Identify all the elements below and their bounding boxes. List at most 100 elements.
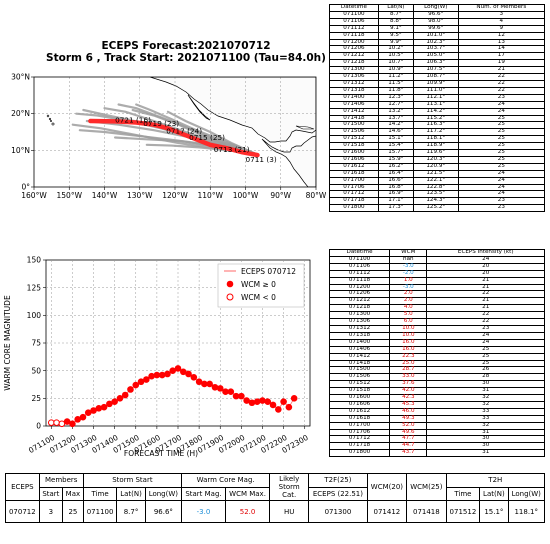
track-cell: 17.3° — [377, 204, 414, 213]
v-wcm20: 071412 — [366, 500, 408, 523]
wcm-positive-point — [179, 368, 187, 376]
track-cell: 12 — [457, 31, 546, 40]
wcm-positive-point — [63, 418, 71, 425]
member-track — [117, 103, 258, 156]
lat-tick-label: 10°N — [11, 146, 30, 155]
wcm-positive-point — [106, 400, 113, 408]
wcm-cell: 43.7 — [389, 449, 428, 458]
track-time-label: 0715 (25) — [189, 133, 225, 142]
wcm-positive-point — [195, 378, 203, 386]
track-time-label: 0717 (24) — [166, 126, 202, 135]
track-cell: 13.2° — [377, 107, 414, 116]
wcm-positive-point — [116, 395, 124, 402]
wcm-cell: 071118 — [328, 276, 391, 285]
wcm-negative-point — [47, 419, 55, 426]
member-track — [135, 103, 258, 156]
y-ticks: 0 25 50 75 100 125 150 — [27, 256, 46, 431]
track-row: 071712 16.9° 123.5° 24 — [329, 190, 546, 199]
wcm-positive-point — [100, 403, 108, 411]
wcm-positive-point — [143, 376, 150, 383]
legend-label-wcm-neg: WCM < 0 — [241, 293, 276, 302]
track-time-label: 0713 (21) — [214, 145, 250, 154]
wcm-cell: 21 — [426, 276, 545, 285]
track-cell: 071118 — [329, 31, 379, 40]
wcm-positive-point — [201, 380, 208, 388]
wcm-positive-point — [190, 374, 198, 381]
map-axis-ticks: 160°W 150°W 140°W 130°W 120°W 110°W 100°W 90°W 8… — [11, 73, 327, 201]
lon-tick-label: 110°W — [198, 191, 224, 200]
h-t2f-model: ECEPS (22.51) — [308, 486, 368, 501]
map-grid — [34, 77, 316, 187]
track-time-label: 0721 (16) — [115, 115, 151, 124]
v-cat: HU — [269, 500, 310, 523]
track-map: 0721 (16)0719 (23)0717 (24)0715 (25) 0713… — [11, 73, 327, 201]
track-row: 071118 9.5° 101.0° 12 — [329, 31, 546, 40]
wcm-cell: 25 — [426, 352, 545, 361]
wcm-positive-point — [238, 392, 245, 400]
track-row: 071412 13.2° 114.2° 24 — [329, 107, 546, 116]
track-table: Datetime Lat(N) Long(W) Num. of Members … — [329, 4, 546, 213]
x-axis-label: FORECAST TIME (H) — [124, 449, 198, 458]
h-long: Long(W) — [144, 486, 183, 501]
lon-tick-label: 160°W — [21, 191, 47, 200]
lon-tick-label: 130°W — [127, 191, 153, 200]
wcm-cell: 31 — [426, 449, 545, 458]
central-america-land — [261, 135, 316, 187]
h-t2f: T2F(25) — [308, 473, 368, 488]
y-tick-label: 75 — [31, 339, 41, 348]
wcm-positive-point — [280, 398, 287, 405]
wcm-positive-point — [121, 391, 129, 399]
track-row: 071706 16.8° 122.8° 24 — [329, 183, 546, 192]
v-wcm25: 071418 — [406, 500, 447, 523]
h-t2h-time: Time — [445, 486, 481, 501]
track-cell: 101.0° — [412, 31, 459, 40]
v-max: 25 — [62, 500, 84, 523]
wcm-positive-point — [158, 371, 166, 379]
h-t2h-long: Long(W) — [507, 486, 545, 501]
wcm-positive-point — [153, 371, 161, 379]
wcm-positive-point — [169, 367, 177, 374]
wcm-positive-point — [174, 365, 182, 372]
h-model: ECEPS — [5, 473, 40, 501]
v-t2h-time: 071512 — [445, 500, 481, 523]
wcm-positive-point — [243, 397, 250, 404]
wcm-positive-point — [90, 407, 97, 414]
v-model: 070712 — [5, 500, 40, 523]
wcm-positive-point — [74, 416, 81, 423]
wcm-positive-point — [248, 399, 256, 407]
track-cell: 23 — [457, 204, 546, 213]
h-storm-start: Storm Start — [82, 473, 183, 488]
legend-open-marker — [226, 293, 234, 301]
wcm-positive-point — [84, 409, 92, 417]
track-cell: 071800 — [329, 204, 379, 213]
y-tick-label: 0 — [36, 422, 41, 431]
wcm-positive-point — [185, 370, 192, 378]
track-cell: 9.5° — [377, 31, 414, 40]
map-title: ECEPS Forecast:2021070712 Storm 6 , Trac… — [28, 40, 344, 64]
h-lat: Lat(N) — [116, 486, 146, 501]
lon-tick-label: 80°W — [306, 191, 327, 200]
wcm-positive-point — [111, 398, 118, 405]
map-title-line2: Storm 6 , Track Start: 2021071100 (Tau=8… — [46, 52, 326, 64]
h-wcm25: WCM(25) — [406, 473, 447, 501]
lat-tick-label: 20°N — [11, 109, 30, 118]
v-long: 96.6° — [144, 500, 183, 523]
wcm-negative-point — [53, 419, 60, 426]
wcm-cell: 22.3 — [389, 352, 428, 361]
v-lat: 8.7° — [116, 500, 146, 523]
wcm-positive-point — [95, 404, 103, 412]
v-t2h-lat: 15.1° — [479, 500, 509, 523]
v-time: 071100 — [82, 500, 118, 523]
wcm-positive-point — [137, 378, 145, 386]
wcm-positive-point — [285, 403, 293, 411]
baja-land — [187, 94, 211, 121]
v-wcm-max: 52.0 — [224, 500, 271, 523]
h-time: Time — [82, 486, 118, 501]
track-row: 071700 16.6° 122.1° 24 — [329, 176, 546, 185]
v-start-mag: -3.0 — [181, 500, 226, 523]
wcm-positive-point — [164, 370, 171, 378]
wcm-positive-point — [259, 397, 266, 404]
caribbean-island — [295, 125, 315, 130]
summary-table: ECEPS Members Storm Start Warm Core Mag.… — [5, 473, 546, 523]
